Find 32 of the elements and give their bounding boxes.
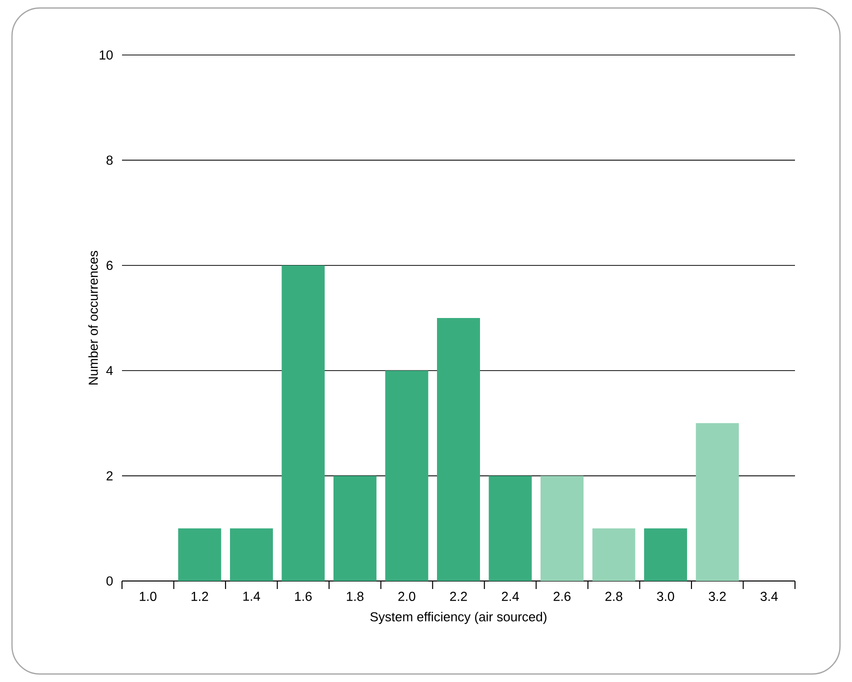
- x-tick-label: 2.2: [450, 592, 467, 601]
- x-tick-label: 2.6: [554, 592, 571, 601]
- bar: [488, 476, 532, 581]
- x-tick-label: 3.4: [760, 592, 778, 601]
- bar: [540, 476, 584, 581]
- x-tick-label: 2.8: [605, 592, 622, 601]
- bar: [592, 528, 636, 581]
- y-tick-label: 4: [106, 366, 113, 376]
- x-tick-label: 1.4: [243, 592, 260, 601]
- x-tick-label: 3.0: [657, 592, 674, 601]
- y-tick-label: 6: [106, 260, 113, 270]
- y-axis-title: Number of occurrences: [88, 250, 98, 384]
- y-tick-label: 10: [100, 50, 113, 60]
- x-tick-label: 1.2: [192, 592, 208, 601]
- x-tick-label: 1.0: [140, 592, 156, 601]
- bar: [644, 528, 688, 581]
- bar: [437, 318, 480, 581]
- x-tick-label: 1.8: [346, 592, 364, 601]
- bar: [282, 265, 325, 581]
- x-axis-title: System efficiency (air sourced): [370, 612, 546, 624]
- x-tick-label: 2.0: [398, 592, 416, 601]
- y-tick-label: 8: [106, 156, 113, 165]
- x-tick-label: 1.6: [295, 592, 312, 601]
- y-tick-label: 0: [106, 576, 113, 586]
- bar: [333, 476, 376, 581]
- x-tick-label: 2.4: [502, 592, 519, 601]
- bar: [178, 528, 222, 581]
- y-tick-label: 2: [106, 471, 113, 480]
- bar: [385, 370, 428, 581]
- bar: [230, 528, 273, 581]
- bar: [696, 423, 739, 581]
- x-tick-label: 3.2: [708, 592, 726, 601]
